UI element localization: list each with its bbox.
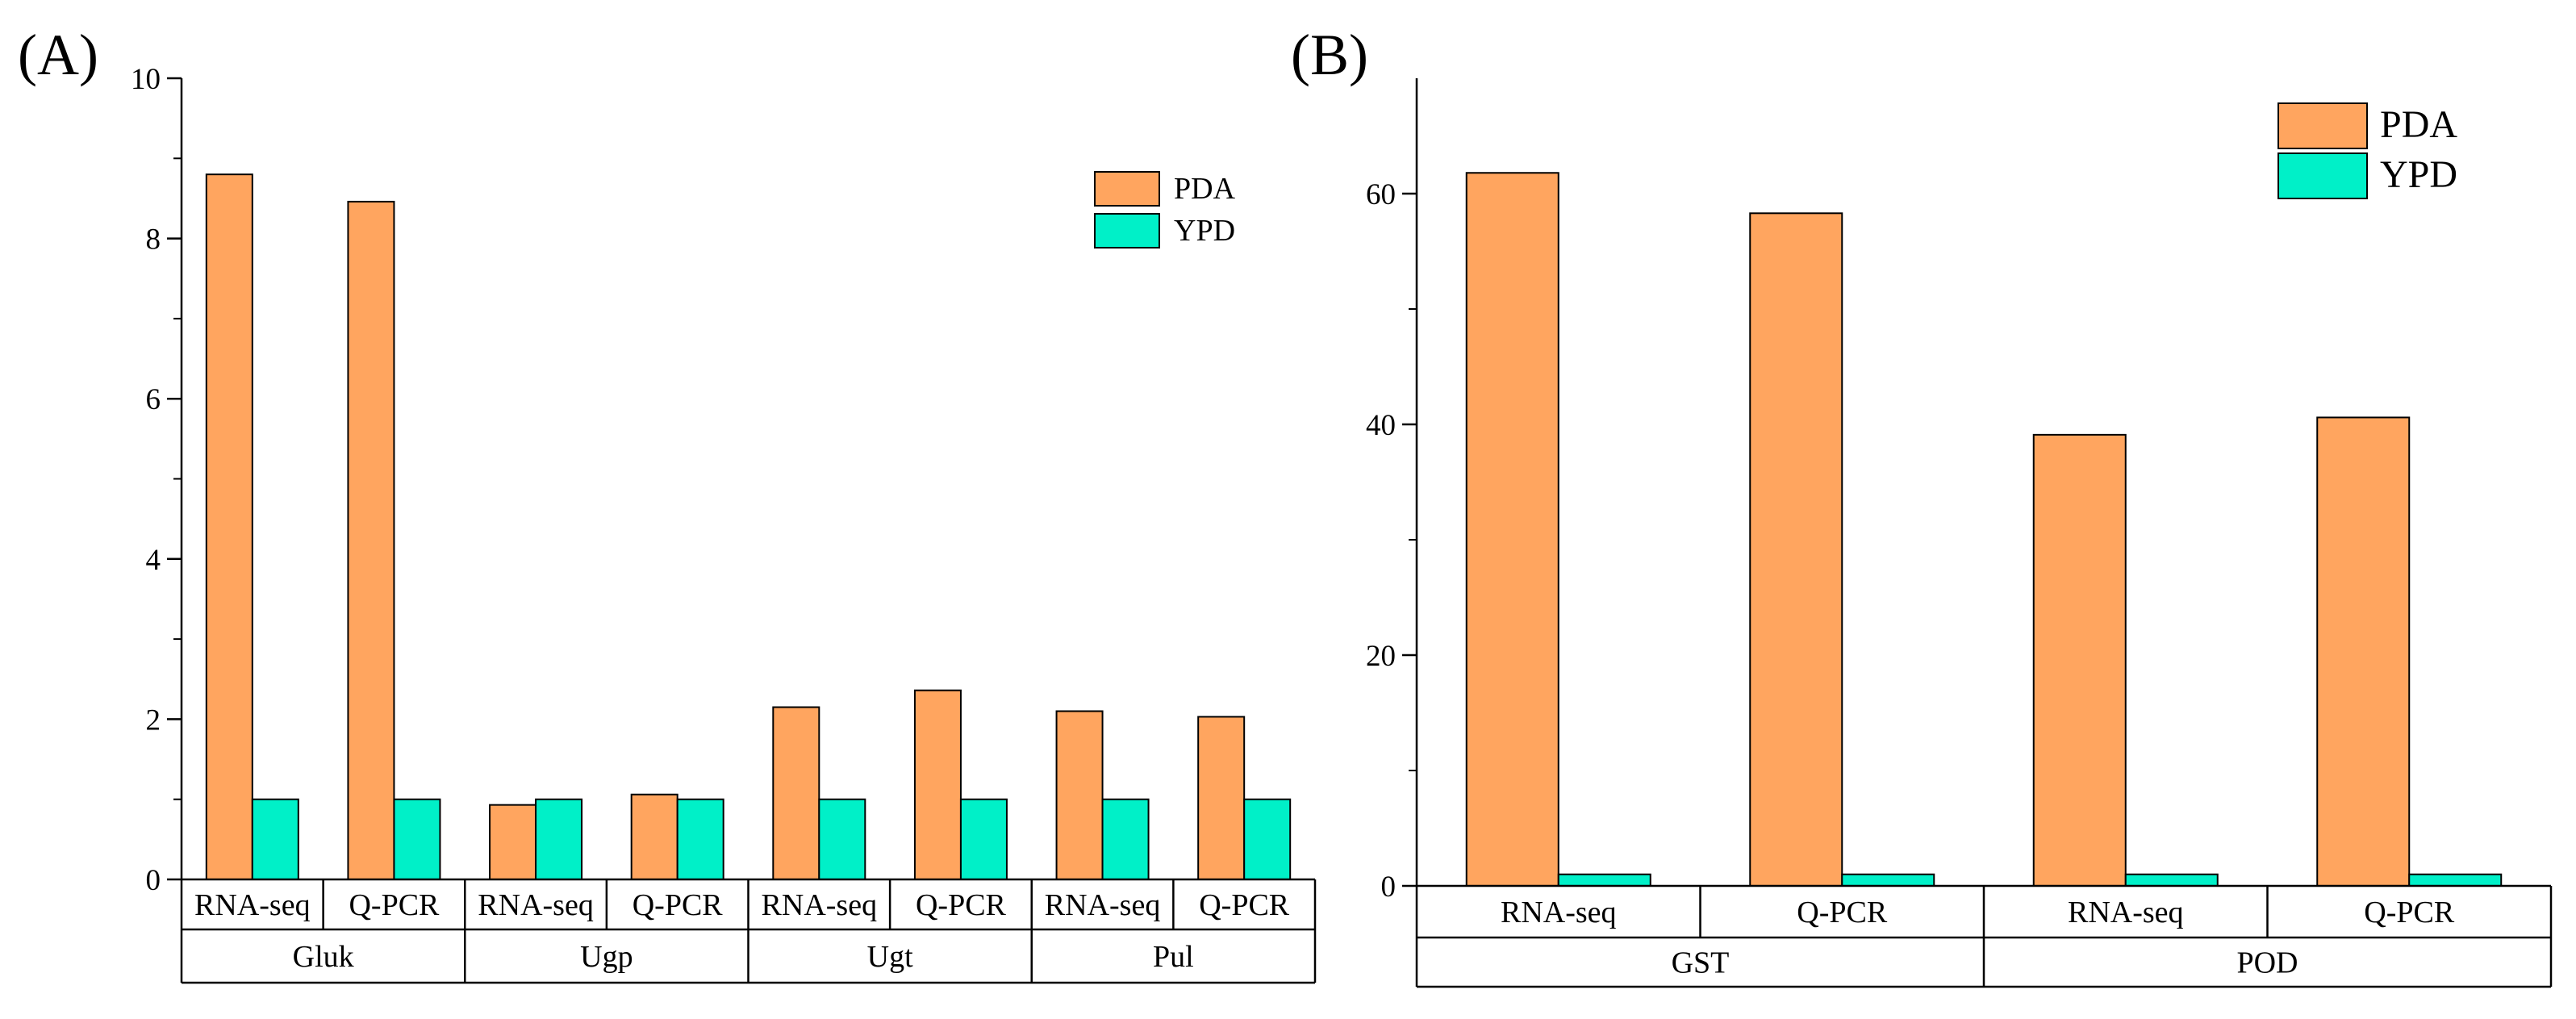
- bar-pda-rna-seq: [1465, 172, 1559, 887]
- panel-b-label: (B): [1291, 23, 1368, 87]
- bar-pda-q-pcr: [1197, 716, 1246, 881]
- legend-label-pda: PDA: [1174, 172, 1236, 206]
- y-tick-label: 8: [146, 223, 161, 257]
- panel-b-y-ticks: 0 20 40 60: [1366, 78, 1418, 904]
- bar-ypd-q-pcr: [1243, 798, 1292, 881]
- bar-ypd-rna-seq: [1101, 798, 1150, 881]
- y-tick-label: 20: [1366, 640, 1396, 673]
- bar-pda-rna-seq: [1055, 710, 1104, 880]
- y-tick-label: 10: [131, 63, 161, 96]
- y-tick-label: 0: [1381, 871, 1397, 904]
- panel-a-label: (A): [18, 23, 98, 87]
- panel-a-category-table: RNA-seq Q-PCR RNA-seq Q-PCR RNA-seq Q-PCR RNA-…: [180, 878, 1317, 984]
- legend-label-ypd: YPD: [2380, 153, 2457, 196]
- y-tick-label: 60: [1366, 178, 1396, 211]
- legend-label-pda: PDA: [2380, 103, 2457, 146]
- panel-b-chart: (B) 0 20 40 60 RNA-seq Q-PCR RNA-seq Q-PCR GST P…: [1291, 23, 2553, 988]
- bar-pda-rna-seq: [2032, 433, 2127, 887]
- bar-pda-q-pcr: [2316, 416, 2411, 887]
- category-label: RNA-seq: [762, 888, 878, 922]
- category-label: Q-PCR: [1797, 896, 1888, 929]
- panel-a-y-ticks: 0 2 4 6 8 10: [131, 63, 183, 897]
- bar-pda-q-pcr: [347, 200, 395, 880]
- group-label: POD: [2236, 946, 2298, 980]
- bar-pda-q-pcr: [913, 689, 962, 880]
- legend-label-ypd: YPD: [1174, 214, 1235, 248]
- category-label: RNA-seq: [478, 888, 594, 922]
- panel-b-category-table: RNA-seq Q-PCR RNA-seq Q-PCR GST POD: [1415, 884, 2553, 988]
- group-label: Ugt: [867, 940, 913, 974]
- bar-pda-rna-seq: [205, 173, 253, 881]
- bar-ypd-q-pcr: [959, 798, 1008, 881]
- category-label: Q-PCR: [916, 888, 1007, 922]
- category-label: Q-PCR: [1199, 888, 1290, 922]
- group-label: Gluk: [293, 940, 354, 974]
- panel-a-legend: PDA YPD: [1094, 171, 1236, 248]
- category-label: RNA-seq: [2068, 896, 2184, 929]
- bar-ypd-rna-seq: [818, 798, 866, 881]
- y-tick-label: 40: [1366, 409, 1396, 442]
- bar-ypd-rna-seq: [535, 798, 583, 881]
- bar-ypd-q-pcr: [393, 798, 441, 881]
- y-tick-label: 6: [146, 383, 161, 416]
- legend-swatch-ypd: [2277, 152, 2368, 199]
- y-tick-label: 4: [146, 544, 161, 577]
- bar-pda-q-pcr: [630, 793, 678, 881]
- panel-a-bars: [205, 173, 1292, 881]
- panel-b-bars: [1465, 172, 2503, 887]
- legend-swatch-ypd: [1094, 213, 1160, 248]
- category-label: RNA-seq: [194, 888, 311, 922]
- bar-pda-rna-seq: [489, 804, 537, 880]
- bar-ypd-q-pcr: [1841, 873, 1935, 887]
- legend-swatch-pda: [2277, 102, 2368, 149]
- category-label: Q-PCR: [2364, 896, 2455, 929]
- bar-ypd-rna-seq: [251, 798, 299, 881]
- bar-pda-q-pcr: [1749, 212, 1843, 887]
- legend-swatch-pda: [1094, 171, 1160, 207]
- group-label: Pul: [1153, 940, 1194, 974]
- category-label: RNA-seq: [1045, 888, 1161, 922]
- bar-pda-rna-seq: [772, 706, 820, 880]
- group-label: GST: [1672, 946, 1730, 980]
- category-label: Q-PCR: [349, 888, 440, 922]
- group-label: Ugp: [580, 940, 633, 974]
- category-label: Q-PCR: [633, 888, 724, 922]
- bar-ypd-q-pcr: [676, 798, 724, 881]
- panel-b-legend: PDA YPD: [2277, 102, 2457, 199]
- y-tick-label: 0: [146, 864, 161, 897]
- bar-ypd-rna-seq: [1557, 873, 1651, 887]
- category-label: RNA-seq: [1501, 896, 1617, 929]
- bar-ypd-rna-seq: [2124, 873, 2219, 887]
- y-tick-label: 2: [146, 704, 161, 737]
- bar-ypd-q-pcr: [2408, 873, 2503, 887]
